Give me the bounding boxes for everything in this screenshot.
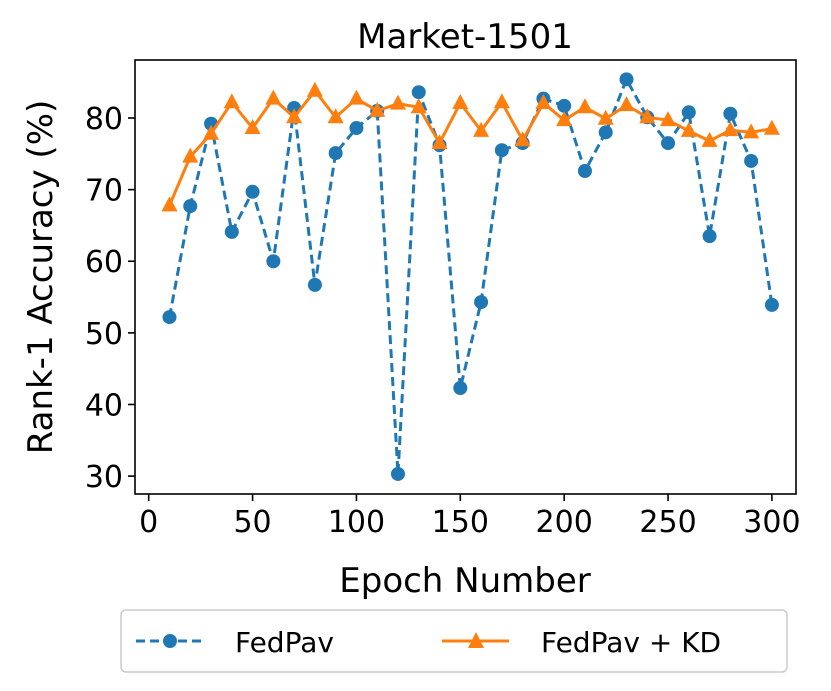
data-point bbox=[328, 146, 343, 161]
y-tick-label: 40 bbox=[85, 388, 123, 423]
data-point bbox=[660, 111, 677, 127]
y-tick-label: 80 bbox=[85, 102, 123, 137]
data-point bbox=[224, 224, 239, 239]
x-tick-label: 200 bbox=[536, 505, 593, 540]
y-tick-label: 50 bbox=[85, 317, 123, 352]
legend: FedPav FedPav + KD bbox=[120, 609, 788, 673]
y-tick-label: 60 bbox=[85, 245, 123, 280]
data-point bbox=[369, 101, 386, 117]
data-point bbox=[556, 111, 573, 127]
data-point bbox=[701, 131, 718, 147]
data-point bbox=[453, 381, 468, 396]
x-tick-label: 0 bbox=[139, 505, 158, 540]
data-point bbox=[244, 119, 261, 135]
data-point bbox=[514, 131, 531, 147]
legend-marker-fedpav-kd bbox=[468, 632, 484, 648]
data-point bbox=[245, 184, 260, 199]
data-point bbox=[639, 108, 656, 124]
data-point bbox=[286, 108, 303, 124]
data-point bbox=[681, 105, 696, 120]
data-point bbox=[535, 93, 552, 109]
data-point bbox=[327, 108, 344, 124]
data-point bbox=[598, 125, 613, 140]
data-point bbox=[161, 196, 178, 212]
data-point bbox=[223, 93, 240, 109]
data-point bbox=[764, 297, 779, 312]
data-point bbox=[266, 254, 281, 269]
data-point bbox=[306, 81, 323, 97]
data-point bbox=[431, 134, 448, 150]
data-point bbox=[577, 164, 592, 179]
x-tick-label: 100 bbox=[328, 505, 385, 540]
data-point bbox=[557, 98, 572, 113]
data-point bbox=[390, 466, 405, 481]
data-point bbox=[702, 229, 717, 244]
x-tick-label: 300 bbox=[743, 505, 800, 540]
legend-label-fedpav-kd: FedPav + KD bbox=[541, 626, 721, 659]
series-line bbox=[168, 88, 773, 206]
data-point bbox=[619, 72, 634, 87]
data-point bbox=[763, 119, 780, 135]
data-point bbox=[411, 85, 426, 100]
y-axis-label: Rank-1 Accuracy (%) bbox=[21, 100, 61, 455]
data-point bbox=[743, 123, 760, 139]
data-point bbox=[348, 89, 365, 105]
data-point bbox=[349, 121, 364, 136]
data-point bbox=[597, 109, 614, 125]
y-tick-label: 70 bbox=[85, 174, 123, 209]
data-point bbox=[410, 98, 427, 114]
series-line bbox=[168, 75, 774, 475]
legend-label-fedpav: FedPav bbox=[235, 626, 334, 659]
data-point bbox=[723, 106, 738, 121]
series-fedpav-kd bbox=[161, 81, 780, 212]
data-point bbox=[182, 147, 199, 163]
data-point bbox=[493, 93, 510, 109]
legend-marker-fedpav bbox=[163, 634, 177, 648]
data-point bbox=[203, 124, 220, 140]
data-point bbox=[494, 143, 509, 158]
x-axis-label: Epoch Number bbox=[339, 561, 591, 601]
data-point bbox=[452, 93, 469, 109]
data-point bbox=[307, 277, 322, 292]
data-point bbox=[680, 121, 697, 137]
data-point bbox=[576, 98, 593, 114]
data-point bbox=[265, 89, 282, 105]
x-tick-label: 150 bbox=[432, 505, 489, 540]
x-tick-label: 250 bbox=[639, 505, 696, 540]
x-tick-label: 50 bbox=[233, 505, 271, 540]
data-point bbox=[183, 199, 198, 214]
y-tick-label: 30 bbox=[85, 460, 123, 495]
data-point bbox=[618, 96, 635, 112]
plot-frame bbox=[134, 59, 797, 495]
data-point bbox=[162, 310, 177, 325]
data-point bbox=[744, 153, 759, 168]
data-point bbox=[389, 94, 406, 110]
data-point bbox=[661, 136, 676, 151]
chart-title: Market-1501 bbox=[357, 17, 573, 57]
data-point bbox=[473, 121, 490, 137]
data-point bbox=[474, 295, 489, 310]
data-point bbox=[722, 121, 739, 137]
